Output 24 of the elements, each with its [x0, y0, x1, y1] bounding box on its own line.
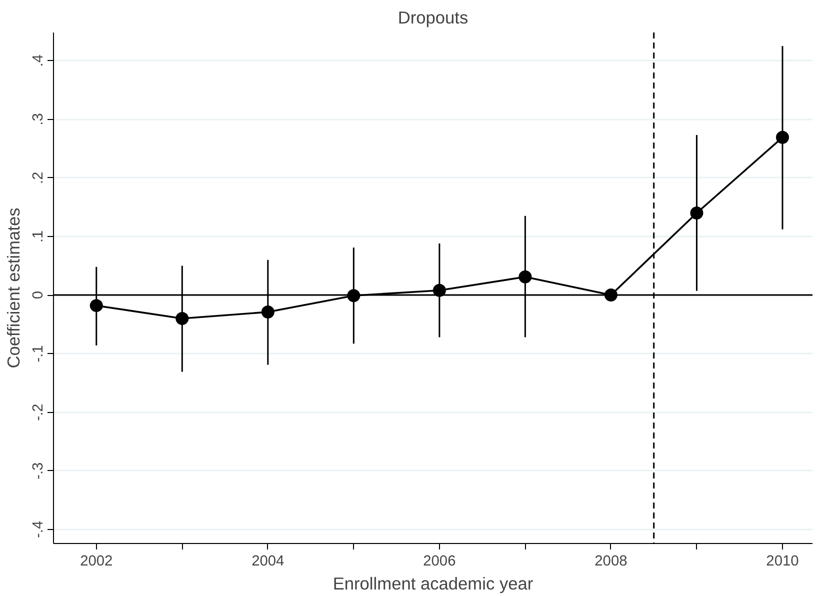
point	[518, 270, 532, 284]
y-tick-label: .3	[30, 113, 46, 126]
y-tick-label: -.2	[30, 404, 46, 421]
y-axis-title: Coefficient estimates	[4, 207, 24, 368]
point	[176, 312, 189, 325]
y-tick-label: .2	[30, 172, 46, 184]
y-tick-label: -.1	[30, 345, 46, 362]
y-tick-label: -.3	[30, 462, 46, 480]
x-tick-label: 2004	[252, 554, 284, 570]
y-tick-label: -.4	[30, 520, 46, 538]
chart-title: Dropouts	[398, 8, 468, 28]
y-tick-label: .4	[30, 54, 46, 67]
y-tick-label: 0	[30, 290, 46, 300]
point	[90, 299, 103, 312]
point	[776, 130, 789, 144]
x-tick-label: 2010	[766, 554, 799, 570]
x-axis-title: Enrollment academic year	[332, 574, 534, 594]
point	[261, 306, 274, 319]
x-tick-label: 2008	[594, 554, 628, 570]
point	[690, 206, 704, 220]
x-tick-label: 2006	[423, 554, 456, 570]
x-tick-label: 2002	[80, 554, 113, 570]
point	[432, 284, 446, 297]
y-tick-label: .1	[30, 230, 46, 243]
